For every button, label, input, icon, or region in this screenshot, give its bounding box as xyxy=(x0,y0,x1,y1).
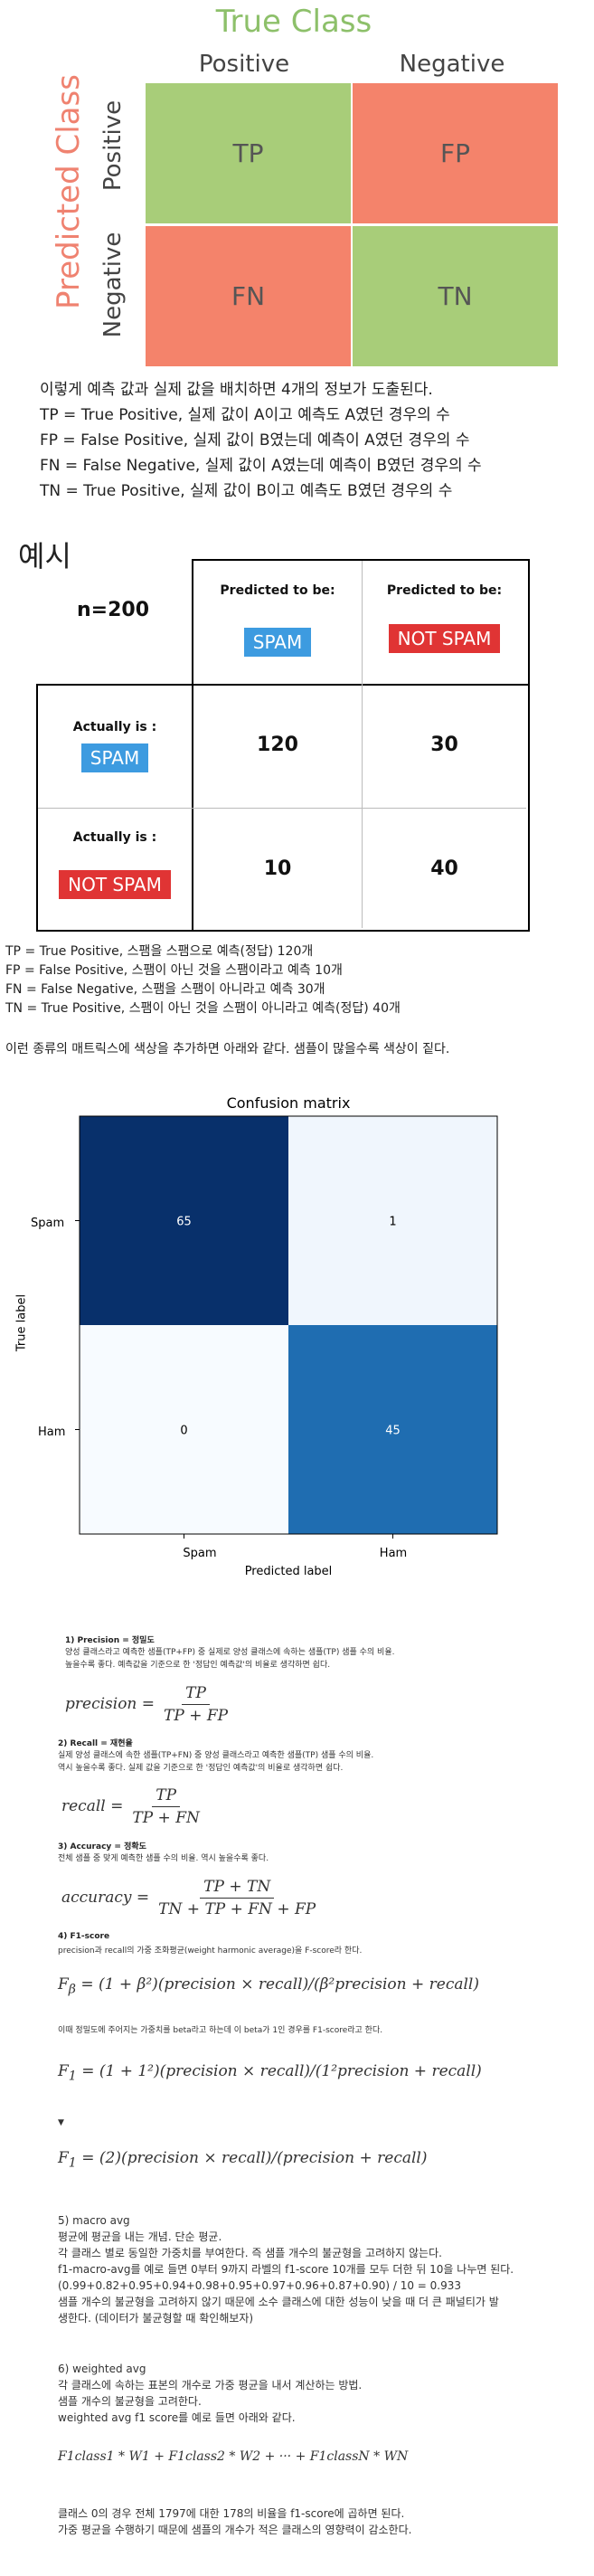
heatmap-cell xyxy=(288,1325,497,1534)
accuracy-desc-1: 전체 샘플 중 맞게 예측한 샘플 수의 비율. 역시 높을수록 좋다. xyxy=(58,1854,269,1863)
precision-desc-1: 양성 클래스라고 예측한 샘플(TP+FP) 중 실제로 양성 클래스에 속하는… xyxy=(65,1648,395,1657)
color-note: 이런 종류의 매트릭스에 색상을 추가하면 아래와 같다. 샘플이 많을수록 색… xyxy=(5,1042,450,1056)
f1-desc-2: 이때 정밀도에 주어지는 가중치를 beta라고 하는데 이 beta가 1인 … xyxy=(58,2026,383,2035)
y-tick-ham: Ham xyxy=(38,1425,66,1439)
predicted-spam-badge: SPAM xyxy=(193,628,362,657)
recall-desc-1: 실제 양성 클래스에 속한 샘플(TP+FN) 중 양성 클래스라고 예측한 샘… xyxy=(58,1751,374,1760)
recall-heading: 2) Recall = 재현율 xyxy=(58,1739,133,1748)
macro-heading: 5) macro avg xyxy=(58,2214,130,2227)
intro-line-1: 이렇게 예측 값과 실제 값을 배치하면 4개의 정보가 도출된다. xyxy=(40,381,433,399)
intro-line-5: TN = True Positive, 실제 값이 B이고 예측도 B였던 경우… xyxy=(40,482,453,500)
actual-not-spam-badge: NOT SPAM xyxy=(38,870,192,899)
macro-line-6: 생한다. (데이터가 불균형할 때 확인해보자) xyxy=(58,2312,254,2325)
weighted-line-2: 샘플 개수의 불균형을 고려한다. xyxy=(58,2395,202,2408)
example-note-2: FP = False Positive, 스팸이 아닌 것을 스팸이라고 예측 … xyxy=(5,963,343,978)
tp-cell: TP xyxy=(146,83,351,223)
n-label: n=200 xyxy=(76,599,150,621)
example-note-1: TP = True Positive, 스팸을 스팸으로 예측(정답) 120개 xyxy=(5,944,314,959)
macro-line-2: 각 클래스 별로 동일한 가중치를 부여한다. 즉 샘플 개수의 불균형을 고려… xyxy=(58,2247,442,2259)
col-positive-label: Positive xyxy=(198,51,290,78)
f1-formula-expanded: F1 = (1 + 1²)(precision × recall)/(1²pre… xyxy=(58,2062,482,2084)
example-vdivider-light xyxy=(362,561,363,928)
intro-line-2: TP = True Positive, 실제 값이 A이고 예측도 A였던 경우… xyxy=(40,406,450,424)
accuracy-formula: accuracy = TP + TN TN + TP + FN + FP xyxy=(61,1878,316,1918)
tn-cell: TN xyxy=(353,226,558,366)
confusion-matrix-chart: 65 1 0 45 xyxy=(75,1115,498,1539)
heatmap-cell-label: 1 xyxy=(389,1216,396,1229)
predicted-class-title: Predicted Class xyxy=(51,74,87,309)
precision-desc-2: 높을수록 좋다. 예측값을 기준으로 한 '정답인 예측값'의 비율로 생각하면… xyxy=(65,1661,331,1670)
actually-is-label-1: Actually is : xyxy=(72,720,157,734)
predicted-not-spam-badge: NOT SPAM xyxy=(363,624,526,653)
macro-line-1: 평균에 평균을 내는 개념. 단순 평균. xyxy=(58,2230,222,2243)
example-title: 예시 xyxy=(18,539,71,573)
heatmap-cell-label: 45 xyxy=(385,1425,401,1438)
precision-formula: precision = TP TP + FP xyxy=(65,1684,229,1725)
chart-title: Confusion matrix xyxy=(226,1094,351,1112)
down-arrow-icon: ▼ xyxy=(58,2118,64,2127)
heatmap-cell-label: 65 xyxy=(176,1216,192,1229)
recall-desc-2: 역시 높을수록 좋다. 실제 값을 기준으로 한 '정답인 예측값'의 비율로 … xyxy=(58,1764,344,1773)
x-tick-ham: Ham xyxy=(379,1547,408,1560)
value-fn: 30 xyxy=(430,734,458,756)
y-axis-label: True label xyxy=(14,1293,29,1352)
example-note-4: TN = True Positive, 스팸이 아닌 것을 스팸이 아니라고 예… xyxy=(5,1001,401,1016)
value-tp: 120 xyxy=(257,734,298,756)
example-vdivider xyxy=(192,684,193,930)
actual-spam-badge: SPAM xyxy=(38,743,192,772)
chart-frame xyxy=(79,1115,498,1535)
accuracy-heading: 3) Accuracy = 정확도 xyxy=(58,1842,146,1852)
f1-desc-1: precision과 recall의 가중 조화평균(weight harmon… xyxy=(58,1946,363,1956)
fp-cell: FP xyxy=(353,83,558,223)
macro-line-4: (0.99+0.82+0.95+0.94+0.98+0.95+0.97+0.96… xyxy=(58,2279,462,2292)
weighted-heading: 6) weighted avg xyxy=(58,2363,146,2375)
fn-cell: FN xyxy=(146,226,351,366)
intro-line-3: FP = False Positive, 실제 값이 B였는데 예측이 A였던 … xyxy=(40,431,470,450)
macro-line-5: 샘플 개수의 불균형을 고려하지 않기 때문에 소수 클래스에 대한 성능이 낮… xyxy=(58,2296,499,2308)
weighted-formula: F1class1 * W1 + F1class2 * W2 + ··· + F1… xyxy=(58,2449,409,2464)
fbeta-formula: Fβ = (1 + β²)(precision × recall)/(β²pre… xyxy=(58,1975,479,1997)
example-note-3: FN = False Negative, 스팸을 스팸이 아니라고 예측 30개 xyxy=(5,982,325,997)
value-tn: 40 xyxy=(430,857,458,880)
precision-heading: 1) Precision = 정밀도 xyxy=(65,1636,155,1645)
f1-heading: 4) F1-score xyxy=(58,1932,110,1941)
y-tick-spam: Spam xyxy=(31,1217,65,1230)
weighted-line-1: 각 클래스에 속하는 표본의 개수로 가중 평균을 내서 계산하는 방법. xyxy=(58,2379,363,2391)
heatmap-cell xyxy=(288,1116,497,1325)
heatmap-cell xyxy=(80,1116,288,1325)
f1-formula-simplified: F1 = (2)(precision × recall)/(precision … xyxy=(58,2149,428,2171)
heatmap-cell-label: 0 xyxy=(180,1425,187,1438)
weighted-line-3: weighted avg f1 score를 예로 들면 아래와 같다. xyxy=(58,2411,296,2424)
heatmap-cell xyxy=(80,1325,288,1534)
predicted-to-be-label-1: Predicted to be: xyxy=(220,583,335,598)
actually-is-label-2: Actually is : xyxy=(72,830,157,845)
final-line-1: 클래스 0의 경우 전체 1797에 대한 178의 비율을 f1-score에… xyxy=(58,2507,405,2520)
true-class-title: True Class xyxy=(215,4,372,40)
final-line-2: 가중 평균을 수행하기 때문에 샘플의 개수가 적은 클래스의 영향력이 감소한… xyxy=(58,2524,412,2536)
x-axis-label: Predicted label xyxy=(244,1565,333,1578)
col-negative-label: Negative xyxy=(399,51,505,78)
recall-formula: recall = TP TP + FN xyxy=(61,1786,200,1827)
x-tick-spam: Spam xyxy=(183,1547,217,1560)
value-fp: 10 xyxy=(263,857,292,880)
macro-line-3: f1-macro-avg를 예로 들면 0부터 9까지 라벨의 f1-score… xyxy=(58,2263,514,2276)
row-negative-label: Negative xyxy=(99,232,127,338)
predicted-to-be-label-2: Predicted to be: xyxy=(386,583,503,598)
example-body-box xyxy=(36,684,530,932)
example-hdivider-light xyxy=(38,808,526,809)
intro-line-4: FN = False Negative, 실제 값이 A였는데 예측이 B였던 … xyxy=(40,457,482,475)
row-positive-label: Positive xyxy=(99,99,127,192)
predicted-header-box xyxy=(192,559,530,687)
